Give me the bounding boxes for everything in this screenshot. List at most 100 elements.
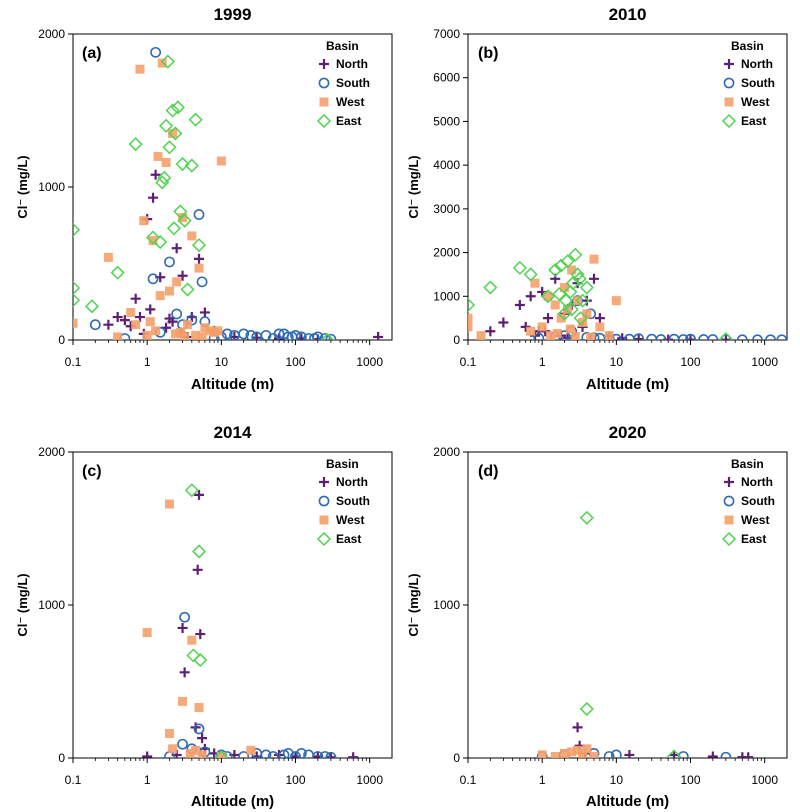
legend-marker-west [724, 515, 734, 525]
point-south [273, 328, 285, 340]
panel-2014: 2014 0 1000 2000 0.1 1 10 100 1000 Altitude (m) Cl… [15, 423, 393, 810]
point-south [150, 46, 162, 58]
point-north [177, 270, 188, 281]
panel-label: (d) [478, 463, 498, 480]
point-west [187, 635, 197, 645]
legend-label-west: West [336, 513, 364, 527]
point-south [179, 611, 191, 623]
point-north [171, 243, 182, 254]
point-west [565, 324, 575, 334]
data-points [536, 510, 754, 758]
point-west [589, 751, 599, 758]
point-east [128, 137, 143, 152]
y-axis-label: Cl⁻ (mg/L) [15, 573, 30, 636]
y-tick-label: 1000 [38, 180, 65, 194]
point-east [153, 235, 168, 250]
point-north [150, 169, 161, 180]
legend-marker-east [721, 531, 737, 547]
point-west [113, 332, 123, 340]
x-tick-label: 10 [610, 355, 624, 369]
point-west [578, 748, 588, 758]
point-east [73, 293, 81, 308]
legend: Basin North South West East [316, 39, 370, 129]
y-tick-label: 0 [453, 333, 460, 347]
point-east [559, 293, 574, 308]
y-tick-label: 4000 [433, 158, 460, 172]
point-north [145, 304, 156, 315]
point-east [193, 653, 208, 668]
point-north [633, 334, 644, 340]
legend-label-north: North [336, 57, 368, 71]
point-east [548, 262, 563, 278]
point-east [155, 175, 170, 190]
y-axis-label: Cl⁻ (mg/L) [406, 155, 421, 218]
point-north [195, 629, 206, 640]
point-north [142, 751, 153, 758]
point-east [173, 204, 188, 219]
point-west [559, 283, 569, 293]
point-east [188, 112, 203, 127]
point-north [179, 667, 190, 678]
point-west [582, 309, 592, 319]
point-east [165, 103, 180, 118]
legend-marker-north [724, 477, 734, 487]
point-north [373, 331, 384, 340]
point-west [197, 750, 207, 758]
legend-marker-east [316, 531, 332, 547]
point-west [178, 696, 188, 706]
point-south [286, 331, 298, 340]
legend: Basin North South West East [721, 457, 775, 547]
chart-title: 2010 [609, 5, 647, 24]
point-west [142, 330, 152, 340]
panel-label: (c) [82, 463, 102, 480]
point-south [588, 748, 600, 758]
legend-marker-north [319, 59, 329, 69]
point-south [177, 738, 188, 750]
point-east [320, 332, 335, 340]
point-west [170, 329, 180, 339]
point-west [191, 330, 201, 340]
y-tick-label: 6000 [433, 71, 460, 85]
point-west [611, 296, 621, 306]
legend-label-south: South [741, 76, 775, 90]
panel-1999: 1999 0 1000 2000 0.1 1 10 100 1000 Altitude (m) Cl… [15, 5, 393, 393]
point-west [537, 322, 547, 332]
x-tick-label: 0.1 [460, 355, 477, 369]
point-west [139, 216, 149, 226]
point-west [148, 236, 158, 246]
point-east [145, 230, 161, 245]
point-west [552, 328, 562, 338]
point-east [84, 299, 99, 314]
point-east [73, 222, 81, 237]
x-tick-label: 1 [144, 355, 151, 369]
point-east [160, 54, 175, 69]
point-east [168, 126, 183, 141]
x-axis-label: Altitude (m) [191, 376, 274, 393]
point-west [468, 322, 473, 332]
y-tick-label: 5000 [433, 114, 460, 128]
point-west [216, 751, 226, 758]
legend-label-east: East [741, 114, 766, 128]
point-south [260, 330, 272, 340]
point-north [177, 622, 188, 633]
point-west [546, 331, 556, 340]
point-west [183, 320, 193, 330]
point-east [554, 258, 569, 273]
point-west [135, 64, 145, 74]
point-west [563, 304, 573, 314]
point-east [157, 170, 172, 185]
point-east [184, 483, 199, 498]
point-east [572, 271, 587, 286]
legend-marker-north [724, 59, 734, 69]
x-tick-label: 0.1 [460, 773, 477, 787]
legend-marker-east [721, 113, 737, 129]
panel-label: (a) [82, 45, 102, 62]
point-south [325, 333, 337, 340]
x-tick-label: 10 [610, 773, 624, 787]
legend-label-east: East [741, 532, 766, 546]
point-south [309, 333, 320, 340]
point-west [550, 751, 560, 758]
point-south [290, 330, 301, 340]
point-north [594, 313, 605, 324]
